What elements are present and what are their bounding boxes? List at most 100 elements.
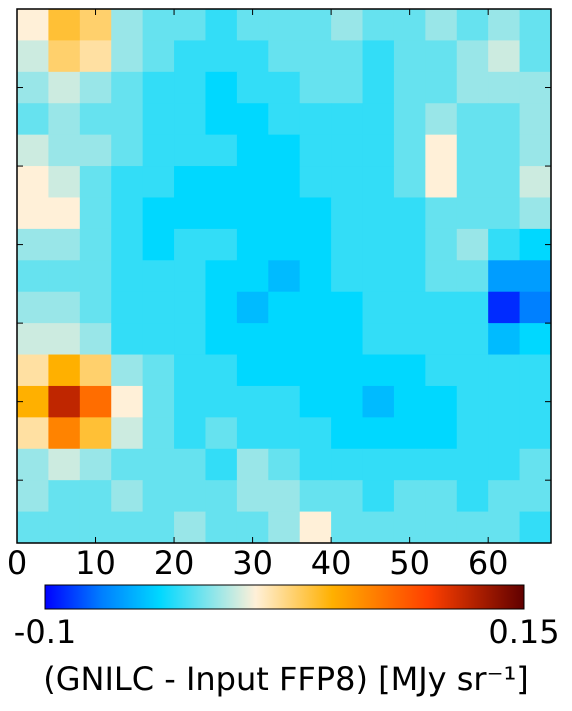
heatmap-cell xyxy=(488,9,521,41)
heatmap-cell xyxy=(331,511,364,544)
heatmap-cell xyxy=(299,385,332,418)
heatmap-cell xyxy=(142,385,175,418)
heatmap-cell xyxy=(142,448,175,481)
heatmap-cell xyxy=(48,480,81,513)
heatmap-cell xyxy=(48,228,81,261)
heatmap-cell xyxy=(299,417,332,450)
heatmap-cell xyxy=(17,480,49,513)
heatmap-cell xyxy=(17,197,49,230)
heatmap-cell xyxy=(48,354,81,387)
heatmap-cell xyxy=(488,71,521,104)
heatmap-cell xyxy=(362,323,395,356)
heatmap-cell xyxy=(488,354,521,387)
heatmap-cell xyxy=(268,480,301,513)
heatmap-cell xyxy=(205,417,238,450)
heatmap-cell xyxy=(362,417,395,450)
heatmap-cell xyxy=(174,228,206,261)
heatmap-cell xyxy=(299,260,332,293)
heatmap-cell xyxy=(331,228,364,261)
heatmap-cell xyxy=(174,103,206,136)
heatmap-cell xyxy=(205,9,238,41)
heatmap-cell xyxy=(425,448,458,481)
heatmap-cell xyxy=(111,166,144,198)
heatmap-cell xyxy=(456,71,489,104)
heatmap-cell xyxy=(456,323,489,356)
heatmap-cell xyxy=(48,71,81,104)
heatmap-cell xyxy=(488,385,521,418)
heatmap-cell xyxy=(331,40,364,73)
heatmap-cell xyxy=(268,228,301,261)
heatmap-cell xyxy=(79,71,112,104)
heatmap-cell xyxy=(205,40,238,73)
heatmap-cell xyxy=(174,480,206,513)
heatmap-cell xyxy=(236,354,269,387)
heatmap-cell xyxy=(79,354,112,387)
heatmap-cell xyxy=(393,197,426,230)
heatmap-cell xyxy=(111,511,144,544)
heatmap-cell xyxy=(111,71,144,104)
heatmap-cell xyxy=(268,354,301,387)
heatmap-cell xyxy=(268,417,301,450)
heatmap-cell xyxy=(393,480,426,513)
heatmap-cell xyxy=(79,228,112,261)
heatmap-cell xyxy=(425,260,458,293)
heatmap-cell xyxy=(393,71,426,104)
heatmap-cell xyxy=(17,166,49,198)
x-tick-label: 30 xyxy=(232,544,273,582)
heatmap-cell xyxy=(456,260,489,293)
heatmap-cell xyxy=(48,511,81,544)
heatmap-cell xyxy=(142,40,175,73)
heatmap-cell xyxy=(393,385,426,418)
heatmap-cell xyxy=(142,417,175,450)
heatmap-cell xyxy=(488,260,521,293)
colorbar xyxy=(44,584,525,610)
heatmap-cell xyxy=(48,291,81,324)
heatmap-cell xyxy=(488,291,521,324)
heatmap-cell xyxy=(456,103,489,136)
heatmap-cell xyxy=(111,385,144,418)
heatmap-cell xyxy=(425,166,458,198)
heatmap-cell xyxy=(48,385,81,418)
x-tick-label: 50 xyxy=(389,544,430,582)
heatmap-cell xyxy=(456,40,489,73)
heatmap-cell xyxy=(174,291,206,324)
heatmap-cell xyxy=(174,354,206,387)
heatmap-cell xyxy=(236,103,269,136)
x-tick-label: 40 xyxy=(311,544,352,582)
heatmap-cell xyxy=(299,291,332,324)
heatmap-cell xyxy=(205,71,238,104)
heatmap-cell xyxy=(362,40,395,73)
heatmap-cell xyxy=(362,354,395,387)
heatmap-cell xyxy=(299,323,332,356)
heatmap-cell xyxy=(79,448,112,481)
heatmap-cell xyxy=(456,354,489,387)
heatmap-cell xyxy=(111,40,144,73)
heatmap-cell xyxy=(299,448,332,481)
heatmap-cell xyxy=(331,260,364,293)
heatmap-cell xyxy=(142,103,175,136)
heatmap-cell xyxy=(111,260,144,293)
heatmap-cell xyxy=(236,71,269,104)
heatmap-cell xyxy=(48,40,81,73)
heatmap-cell xyxy=(79,323,112,356)
heatmap-cell xyxy=(331,448,364,481)
heatmap-cell xyxy=(456,480,489,513)
heatmap-cell xyxy=(299,511,332,544)
heatmap-cell xyxy=(331,166,364,198)
x-tick-label: 20 xyxy=(154,544,195,582)
heatmap-cell xyxy=(48,134,81,167)
heatmap-cell xyxy=(362,228,395,261)
heatmap-cell xyxy=(488,480,521,513)
heatmap-cell xyxy=(488,323,521,356)
heatmap-cell xyxy=(268,511,301,544)
heatmap-cell xyxy=(174,134,206,167)
heatmap-cell xyxy=(299,9,332,41)
heatmap-cell xyxy=(362,385,395,418)
heatmap-cell xyxy=(79,134,112,167)
heatmap-cell xyxy=(299,480,332,513)
heatmap-cell xyxy=(17,511,49,544)
heatmap-cell xyxy=(362,511,395,544)
heatmap-cell xyxy=(488,448,521,481)
heatmap-cell xyxy=(488,166,521,198)
heatmap-cell xyxy=(268,385,301,418)
